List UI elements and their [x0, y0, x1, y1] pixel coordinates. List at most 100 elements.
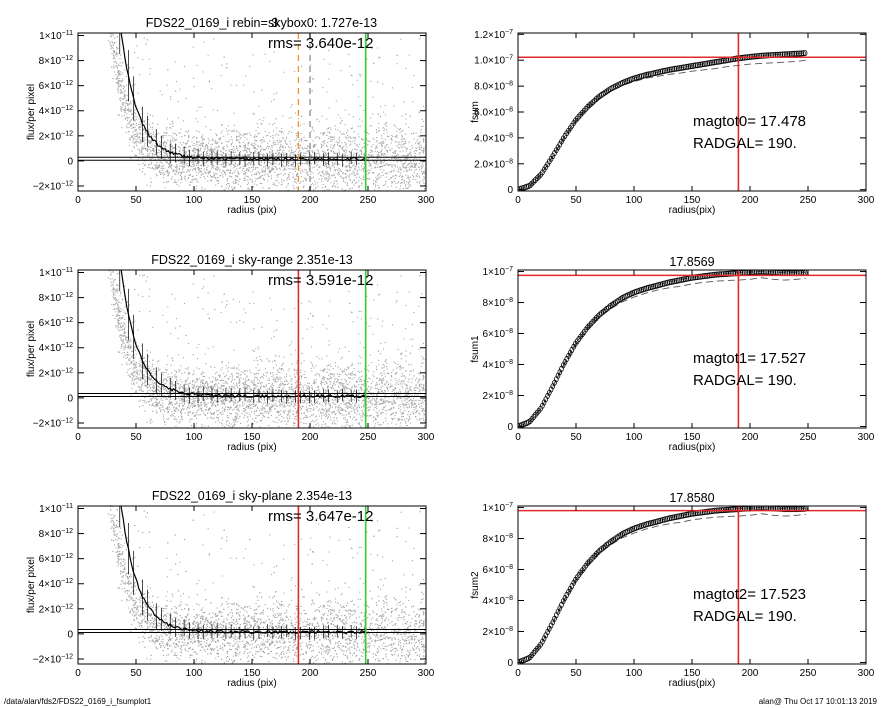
- y-tick-label: 1×10−7: [482, 266, 513, 278]
- x-tick-label: 0: [75, 432, 81, 443]
- x-tick-label: 300: [858, 432, 875, 443]
- x-axis-label: radius(pix): [669, 442, 716, 453]
- y-tick-label: 4×10−8: [482, 359, 513, 371]
- radgal-annotation: RADGAL= 190.: [693, 608, 797, 625]
- y-tick-label: 4×10−12: [39, 342, 74, 354]
- x-tick-label: 300: [858, 195, 875, 206]
- footer-timestamp: alan@ Thu Oct 17 10:01:13 2019: [758, 697, 877, 706]
- y-axis-label: fsum: [470, 101, 481, 123]
- y-tick-label: 1×10−11: [39, 30, 73, 42]
- y-tick-label: −2×10−12: [33, 180, 73, 192]
- y-tick-label: 8×10−8: [482, 533, 513, 545]
- x-tick-label: 50: [570, 432, 582, 443]
- x-tick-label: 150: [684, 432, 701, 443]
- x-tick-label: 50: [570, 668, 582, 679]
- y-tick-label: 2×10−12: [39, 130, 74, 142]
- y-tick-label: 1×10−7: [482, 502, 513, 514]
- panel-fsum2: 0 50 100 150 200 250 300 0 2×10−8 4×10−8 6×10−8 8×1…: [470, 491, 875, 689]
- y-tick-label: 0: [67, 393, 73, 404]
- x-tick-label: 150: [244, 195, 261, 206]
- plot-area: [518, 270, 866, 428]
- x-tick-label: 100: [186, 195, 203, 206]
- x-axis-label: radius (pix): [227, 678, 276, 689]
- radgal-annotation: RADGAL= 190.: [693, 372, 797, 389]
- panel-title-extra: skybox0: 1.727e-13: [268, 16, 377, 30]
- fsum-upper-curve: [518, 270, 806, 427]
- y-tick-label: 0: [507, 422, 513, 433]
- x-tick-label: 250: [360, 195, 377, 206]
- x-tick-label: 250: [360, 668, 377, 679]
- panel-title: FDS22_0169_i sky-plane 2.354e-13: [152, 489, 352, 503]
- mean-profile: [120, 270, 366, 399]
- y-axis-label: flux/per pixel: [26, 84, 37, 140]
- x-tick-label: 50: [130, 668, 142, 679]
- x-axis-label: radius(pix): [669, 678, 716, 689]
- scatter-points: [107, 33, 426, 191]
- panel-title: 17.8580: [669, 491, 714, 505]
- y-tick-label: 2×10−12: [39, 603, 74, 615]
- magtot-annotation: magtot0= 17.478: [693, 113, 806, 130]
- x-tick-label: 250: [800, 432, 817, 443]
- y-tick-label: 2×10−8: [482, 626, 513, 638]
- fsum-points: [518, 506, 808, 664]
- x-axis-label: radius(pix): [669, 205, 716, 216]
- x-tick-label: 0: [75, 668, 81, 679]
- y-tick-label: 4×10−12: [39, 105, 74, 117]
- x-tick-label: 250: [800, 668, 817, 679]
- y-tick-label: 8×10−12: [39, 55, 74, 67]
- y-tick-label: 6×10−8: [482, 564, 513, 576]
- y-tick-label: 1×10−11: [39, 267, 73, 279]
- x-tick-label: 250: [360, 432, 377, 443]
- x-tick-label: 300: [418, 195, 435, 206]
- x-tick-label: 50: [130, 195, 142, 206]
- x-tick-label: 100: [626, 195, 643, 206]
- plot-area: [518, 33, 866, 191]
- panel-flux0: 0 50 100 150 200 250 300−2×10−1202×10−124×10−1…: [26, 16, 435, 216]
- x-tick-label: 250: [800, 195, 817, 206]
- x-tick-label: 200: [742, 432, 759, 443]
- y-tick-label: 6×10−12: [39, 553, 74, 565]
- footer-path: /data/alan/fds2/FDS22_0169_i_fsumplot1: [4, 697, 152, 706]
- scatter-points: [107, 506, 426, 664]
- panel-fsum1: 0 50 100 150 200 250 300 0 2×10−8 4×10−8 6×10−8 8×1…: [470, 255, 875, 453]
- x-tick-label: 50: [570, 195, 582, 206]
- x-tick-label: 150: [244, 668, 261, 679]
- y-tick-label: −2×10−12: [33, 417, 73, 429]
- y-tick-label: 6.0×10−8: [474, 107, 513, 119]
- mean-profile: [120, 33, 366, 162]
- x-tick-label: 200: [302, 432, 319, 443]
- y-tick-label: 2×10−12: [39, 367, 74, 379]
- y-axis-label: fsum1: [470, 335, 481, 363]
- rms-annotation: rms= 3.591e-12: [268, 272, 373, 289]
- panel-flux2: 0 50 100 150 200 250 300−2×10−1202×10−124×10−1…: [26, 489, 435, 689]
- plot-frame: [77, 505, 427, 665]
- magtot-annotation: magtot2= 17.523: [693, 586, 806, 603]
- x-tick-label: 300: [418, 432, 435, 443]
- y-tick-label: 4×10−12: [39, 578, 74, 590]
- y-tick-label: 8×10−12: [39, 292, 74, 304]
- x-tick-label: 100: [626, 432, 643, 443]
- mean-profile: [120, 506, 366, 635]
- plot-area: [78, 506, 426, 664]
- y-tick-label: 8×10−8: [482, 297, 513, 309]
- fsum-upper-curve: [518, 506, 806, 663]
- x-tick-label: 200: [742, 668, 759, 679]
- fsum-points: [518, 50, 808, 191]
- y-tick-label: 4×10−8: [482, 595, 513, 607]
- panel-title: FDS22_0169_i sky-range 2.351e-13: [151, 253, 353, 267]
- y-tick-label: 0: [67, 156, 73, 167]
- x-tick-label: 100: [186, 668, 203, 679]
- x-tick-label: 100: [626, 668, 643, 679]
- y-axis-label: fsum2: [470, 571, 481, 599]
- y-tick-label: 1.2×10−7: [474, 29, 513, 41]
- x-tick-label: 200: [302, 668, 319, 679]
- y-tick-label: 0: [507, 185, 513, 196]
- x-tick-label: 200: [302, 195, 319, 206]
- x-tick-label: 150: [684, 195, 701, 206]
- x-tick-label: 300: [858, 668, 875, 679]
- y-tick-label: 6×10−12: [39, 317, 74, 329]
- panel-fsum0: 0 50 100 150 200 250 300 0 2.0×10−8 4.0×10−8 6.0×1…: [470, 29, 875, 216]
- rms-annotation: rms= 3.640e-12: [268, 35, 373, 52]
- y-axis-label: flux/per pixel: [26, 557, 37, 613]
